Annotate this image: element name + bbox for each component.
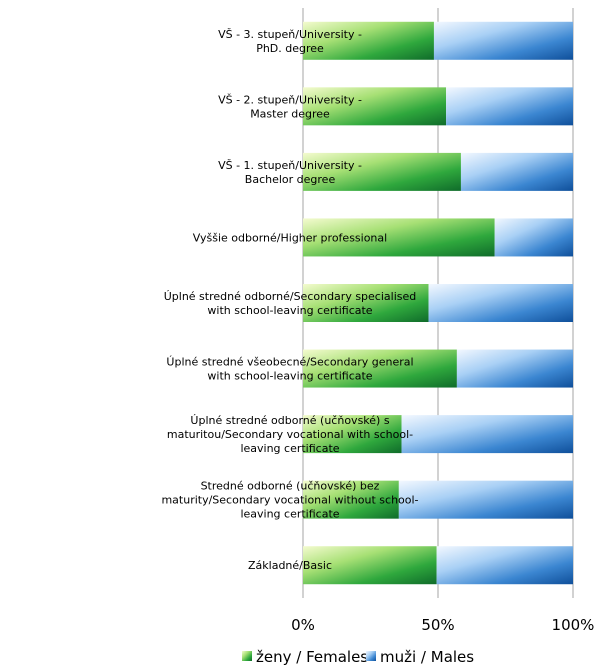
x-axis-ticks: 0% 50% 100%	[291, 616, 594, 634]
bar-segment-females	[303, 284, 429, 322]
bar-segment-females	[303, 218, 495, 257]
bar-segment-males	[446, 87, 573, 126]
category-label: maturitou/Secondary vocational with scho…	[167, 428, 413, 441]
legend-swatch-females	[242, 651, 252, 661]
category-labels: VŠ - 3. stupeň/University -PhD. degree VŠ…	[161, 28, 418, 572]
bars	[303, 21, 573, 585]
category-label: Úplné stredné odborné (učňovské) s	[190, 414, 389, 427]
category-label: Úplné stredné všeobecné/Secondary genera…	[166, 356, 413, 369]
category-label: Master degree	[250, 107, 330, 120]
category-label: Úplné stredné odborné/Secondary speciali…	[164, 290, 417, 303]
bar-segment-males	[428, 284, 573, 322]
x-tick-label: 0%	[291, 616, 315, 634]
legend-swatch-males	[366, 651, 376, 661]
bar-segment-females	[303, 87, 447, 126]
category-label: leaving certificate	[240, 442, 339, 455]
category-label: Stredné odborné (učňovské) bez	[201, 480, 380, 493]
legend-label-females: ženy / Females	[256, 648, 368, 666]
legend-label-males: muži / Males	[380, 648, 474, 666]
category-label: Vyššie odborné/Higher professional	[193, 231, 387, 244]
x-tick-label: 50%	[421, 616, 454, 634]
category-label: VŠ - 1. stupeň/University -	[218, 159, 362, 172]
bar-segment-males	[460, 152, 573, 191]
bar-segment-males	[494, 218, 573, 257]
bar-segment-males	[456, 349, 573, 388]
category-label: with school-leaving certificate	[207, 370, 372, 383]
bar-segment-females	[303, 480, 399, 519]
category-label: Základné/Basic	[248, 559, 332, 572]
bar-segment-females	[303, 21, 434, 60]
category-label: with school-leaving certificate	[207, 304, 372, 317]
category-label: PhD. degree	[256, 42, 324, 55]
bar-segment-males	[433, 21, 573, 60]
bar-segment-males	[436, 546, 573, 585]
bar-segment-females	[303, 546, 437, 585]
category-label: VŠ - 2. stupeň/University -	[218, 93, 362, 106]
bar-segment-males	[401, 415, 573, 454]
x-tick-label: 100%	[552, 616, 595, 634]
category-label: Bachelor degree	[245, 173, 336, 186]
bar-segment-females	[303, 415, 402, 454]
category-label: leaving certificate	[240, 508, 339, 521]
bar-segment-males	[398, 480, 573, 519]
legend: ženy / Females muži / Males	[242, 648, 474, 666]
bar-segment-females	[303, 349, 457, 388]
bar-segment-females	[303, 152, 461, 191]
category-label: maturity/Secondary vocational without sc…	[161, 494, 418, 507]
category-label: VŠ - 3. stupeň/University -	[218, 28, 362, 41]
